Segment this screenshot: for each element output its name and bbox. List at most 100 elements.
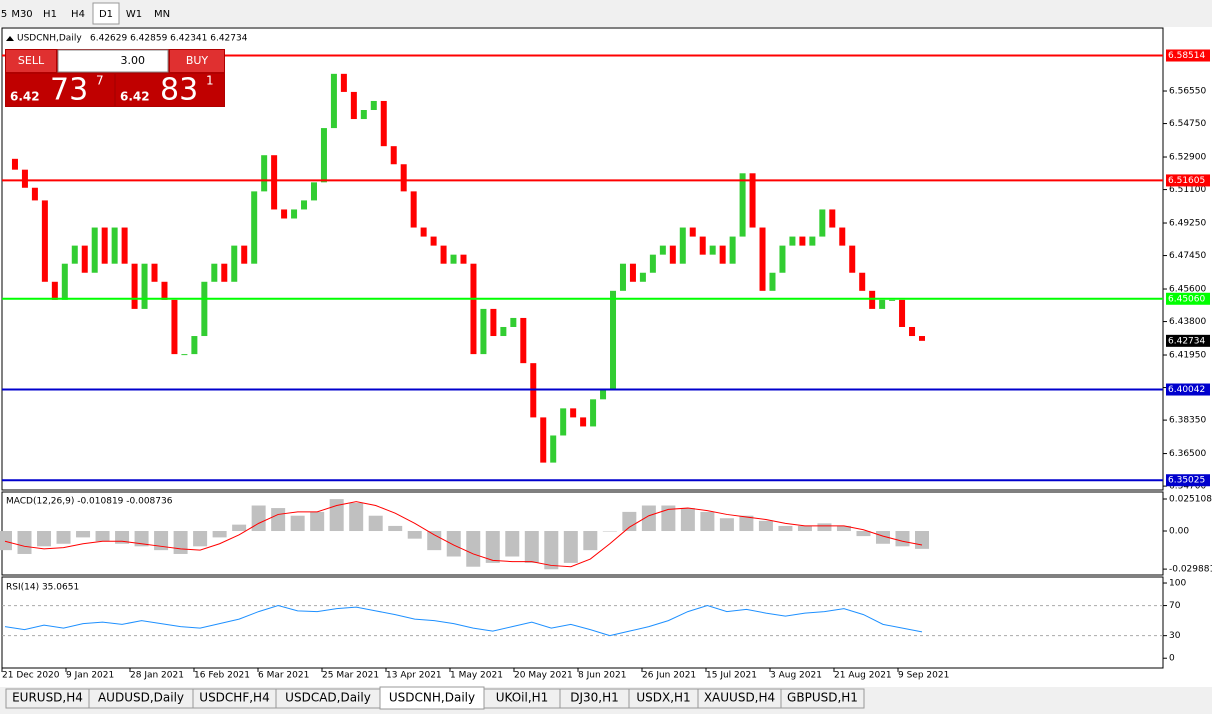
candle (101, 227, 108, 264)
timeframe-button[interactable]: MN (154, 9, 170, 20)
symbol-tab-label[interactable]: USDCHF,H4 (199, 691, 269, 705)
x-tick-label: 28 Jan 2021 (130, 671, 184, 681)
symbol-tab[interactable] (780, 688, 865, 709)
macd-bar (407, 531, 422, 539)
current-price-tag (1166, 334, 1210, 347)
symbol-tab-label[interactable]: XAUUSD,H4 (704, 691, 775, 705)
macd-bar (758, 520, 773, 532)
volume-box[interactable] (57, 49, 169, 73)
macd-bar (622, 511, 637, 532)
macd-bar (817, 523, 832, 532)
candle (480, 308, 487, 355)
candle (171, 299, 178, 355)
macd-bar (388, 525, 403, 532)
macd-bar (641, 505, 656, 532)
candle (879, 299, 886, 309)
buy-button[interactable] (170, 50, 224, 72)
y-tick-label: 6.56550 (1169, 87, 1206, 97)
price-box[interactable] (116, 74, 224, 106)
candle (81, 245, 88, 273)
x-tick-label: 6 Mar 2021 (258, 671, 309, 681)
macd-bar (56, 531, 71, 544)
chart-title: USDCNH,Daily (17, 34, 82, 44)
rsi-line (4, 605, 923, 637)
candle (919, 336, 925, 341)
candle (570, 408, 577, 418)
sell-label[interactable]: SELL (18, 54, 45, 67)
timeframe-button[interactable]: D1 (99, 9, 113, 20)
candle (799, 236, 806, 246)
symbol-tab-label[interactable]: USDCAD,Daily (285, 691, 371, 705)
symbol-tab-label[interactable]: USDCNH,Daily (389, 691, 475, 705)
candle (310, 182, 317, 201)
level-label: 6.45060 (1168, 294, 1205, 304)
candle (111, 227, 118, 264)
candle (659, 245, 666, 255)
candle (301, 200, 308, 210)
candle (510, 317, 517, 327)
candle (590, 399, 597, 427)
timeframe-button[interactable]: M30 (11, 9, 32, 20)
candle (51, 281, 58, 300)
timeframe-button[interactable]: H1 (43, 9, 57, 20)
y-tick-label: 6.41950 (1169, 351, 1206, 361)
macd-bar (719, 518, 734, 532)
candle (809, 236, 816, 246)
y-tick-label: 6.34700 (1169, 482, 1206, 492)
y-tick-label: 6.45600 (1169, 285, 1206, 295)
macd-bar (915, 531, 929, 549)
level-tag (1166, 474, 1210, 487)
candle (71, 245, 78, 264)
timeframe-button[interactable]: 5 (1, 9, 7, 20)
candle (161, 281, 168, 300)
macd-bar (446, 531, 461, 557)
buy-label[interactable]: BUY (186, 54, 209, 67)
candle (789, 236, 796, 246)
timeframe-active (92, 2, 120, 25)
timeframe-button[interactable]: H4 (71, 9, 85, 20)
x-tick-label: 13 Apr 2021 (386, 671, 442, 681)
symbol-tab-label[interactable]: UKOil,H1 (496, 691, 549, 705)
sell-button[interactable] (6, 50, 56, 72)
price-box[interactable] (6, 74, 114, 106)
x-tick-label: 15 Jul 2021 (706, 671, 757, 681)
candle (749, 173, 756, 228)
macd-bar (797, 525, 812, 532)
symbol-tab-label[interactable]: EURUSD,H4 (12, 691, 83, 705)
candle (370, 100, 377, 111)
macd-bar (349, 502, 364, 532)
price-sup: 7 (96, 74, 104, 88)
timeframe-button[interactable]: W1 (126, 9, 142, 20)
y-tick-label: 6.52900 (1169, 153, 1206, 163)
candle (91, 227, 98, 273)
macd-bar (17, 531, 32, 554)
symbol-tab-label[interactable]: USDX,H1 (636, 691, 690, 705)
toolbar (0, 0, 1212, 27)
candle (839, 227, 846, 246)
candle (241, 245, 248, 264)
candle (400, 164, 407, 192)
candle (191, 336, 198, 355)
candle (271, 155, 278, 210)
candle (500, 326, 507, 337)
symbol-tab-label[interactable]: DJ30,H1 (570, 691, 619, 705)
candle (281, 209, 288, 219)
candle (231, 245, 238, 282)
candle (201, 281, 208, 337)
y-tick-label: 30 (1169, 631, 1181, 641)
candle (410, 191, 417, 228)
candle (61, 263, 68, 300)
y-tick-label: 100 (1169, 579, 1186, 589)
candle (440, 245, 447, 264)
macd-bar (0, 531, 12, 551)
symbol-tab-label[interactable]: AUDUSD,Daily (98, 691, 184, 705)
level-tag (1166, 49, 1210, 62)
candle (600, 390, 607, 400)
volume-value[interactable]: 3.00 (121, 54, 146, 67)
macd-bar (680, 508, 695, 532)
symbol-tab-label[interactable]: GBPUSD,H1 (787, 691, 858, 705)
candle (450, 254, 457, 264)
macd-bar (212, 531, 227, 538)
